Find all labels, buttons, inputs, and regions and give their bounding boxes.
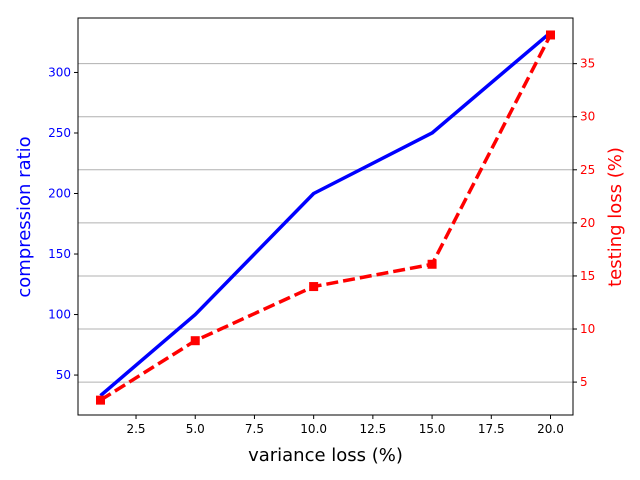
testing-loss-marker (190, 336, 200, 346)
right-y-tick-label: 10 (580, 322, 595, 336)
right-y-tick-label: 5 (580, 375, 588, 389)
x-tick-label: 5.0 (186, 422, 205, 436)
x-axis-ticks: 2.5 5.0 7.5 10.0 12.5 15.0 17.5 20.0 (126, 415, 564, 436)
series-testing-loss (96, 30, 555, 405)
x-axis-title: variance loss (%) (248, 445, 403, 466)
series-compression-ratio (99, 31, 552, 397)
left-y-tick-label: 150 (48, 247, 71, 261)
right-y-tick-label: 25 (580, 163, 595, 177)
grid-lines (78, 63, 573, 383)
right-y-tick-label: 30 (580, 110, 595, 124)
x-tick-label: 17.5 (478, 422, 505, 436)
left-y-axis-title: compression ratio (14, 136, 35, 297)
x-tick-label: 15.0 (419, 422, 446, 436)
left-y-axis-ticks: 50 100 150 200 250 300 (48, 65, 78, 382)
x-tick-label: 20.0 (537, 422, 564, 436)
right-y-tick-label: 15 (580, 269, 595, 283)
right-y-axis-ticks: 5 10 15 20 25 30 35 (573, 57, 595, 389)
plot-frame (77, 17, 574, 416)
left-y-tick-label: 250 (48, 126, 71, 140)
testing-loss-marker (309, 282, 319, 292)
right-y-tick-label: 35 (580, 57, 595, 71)
compression-ratio-line (99, 31, 552, 397)
testing-loss-marker (546, 30, 555, 40)
x-tick-label: 12.5 (360, 422, 387, 436)
right-y-axis-title: testing loss (%) (605, 147, 626, 287)
right-y-tick-label: 20 (580, 216, 595, 230)
testing-loss-marker (96, 395, 105, 405)
left-y-tick-label: 100 (48, 308, 71, 322)
x-tick-label: 2.5 (126, 422, 145, 436)
left-y-tick-label: 200 (48, 187, 71, 201)
x-tick-label: 10.0 (300, 422, 327, 436)
left-y-tick-label: 50 (56, 368, 71, 382)
x-tick-label: 7.5 (245, 422, 264, 436)
left-y-tick-label: 300 (48, 65, 71, 79)
testing-loss-marker (427, 259, 437, 269)
